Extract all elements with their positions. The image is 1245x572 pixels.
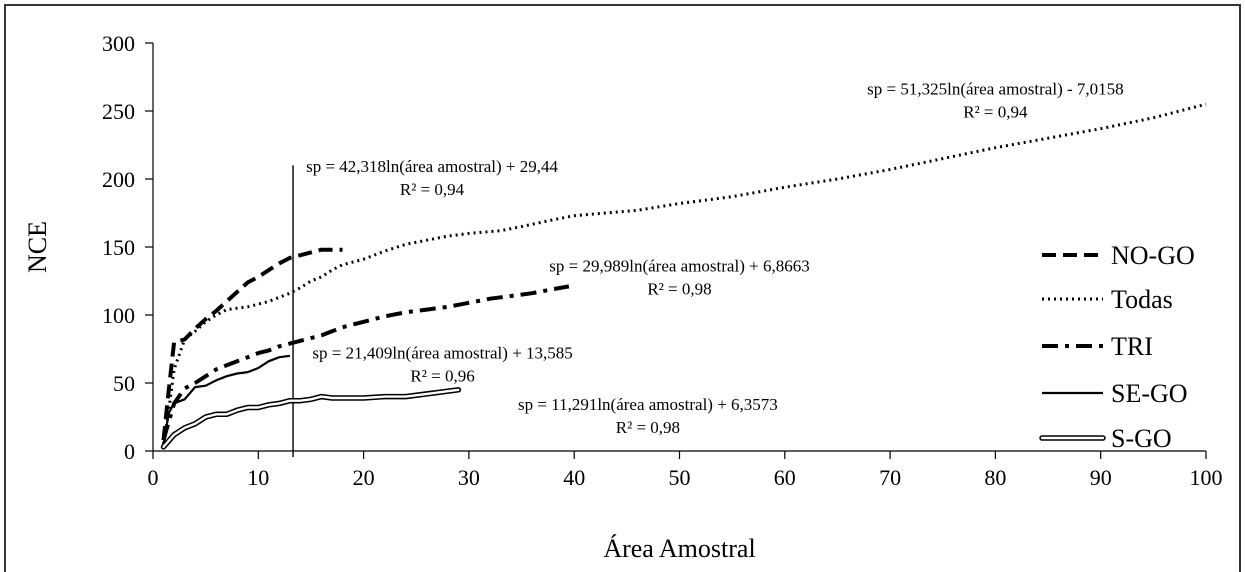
y-tick-label: 250 — [102, 99, 135, 124]
equation-annotation: sp = 11,291ln(área amostral) + 6,3573 — [518, 395, 778, 414]
equation-annotation: sp = 21,409ln(área amostral) + 13,585 — [312, 344, 572, 363]
y-tick-label: 300 — [102, 31, 135, 56]
equation-annotation: R² = 0,94 — [963, 103, 1028, 122]
legend-label: NO-GO — [1111, 241, 1195, 270]
x-tick-label: 10 — [247, 465, 269, 490]
equation-annotation: R² = 0,98 — [647, 279, 711, 298]
legend-label: S-GO — [1111, 424, 1172, 453]
x-tick-label: 0 — [148, 465, 159, 490]
y-tick-label: 50 — [113, 371, 135, 396]
equation-annotation: sp = 51,325ln(área amostral) - 7,0158 — [867, 80, 1124, 99]
x-tick-label: 70 — [879, 465, 901, 490]
x-tick-label: 50 — [669, 465, 691, 490]
chart-frame — [4, 4, 1241, 572]
equation-annotation: sp = 42,318ln(área amostral) + 29,44 — [306, 157, 558, 176]
x-tick-label: 30 — [458, 465, 480, 490]
equation-annotation: R² = 0,98 — [616, 418, 680, 437]
x-tick-label: 100 — [1190, 465, 1223, 490]
x-axis-title: Área Amostral — [603, 534, 755, 563]
x-tick-label: 60 — [774, 465, 796, 490]
x-tick-label: 80 — [984, 465, 1006, 490]
x-tick-label: 40 — [563, 465, 585, 490]
y-axis-title: NCE — [23, 221, 52, 273]
series-line-s-go-inner — [162, 388, 460, 449]
x-tick-label: 90 — [1090, 465, 1112, 490]
equation-annotation: R² = 0,94 — [400, 180, 465, 199]
legend-label: Todas — [1111, 285, 1173, 314]
equation-annotation: sp = 29,989ln(área amostral) + 6,8663 — [549, 256, 809, 275]
series-line-tri — [161, 284, 570, 441]
series-line-se-go — [162, 354, 291, 445]
legend-label: TRI — [1111, 332, 1153, 361]
y-tick-label: 0 — [124, 439, 135, 464]
equation-annotation: R² = 0,96 — [410, 367, 474, 386]
series-line-no-go — [161, 247, 343, 441]
y-tick-label: 150 — [102, 235, 135, 260]
y-tick-label: 200 — [102, 167, 135, 192]
y-tick-label: 100 — [102, 303, 135, 328]
x-tick-label: 20 — [353, 465, 375, 490]
legend-label: SE-GO — [1111, 379, 1188, 408]
